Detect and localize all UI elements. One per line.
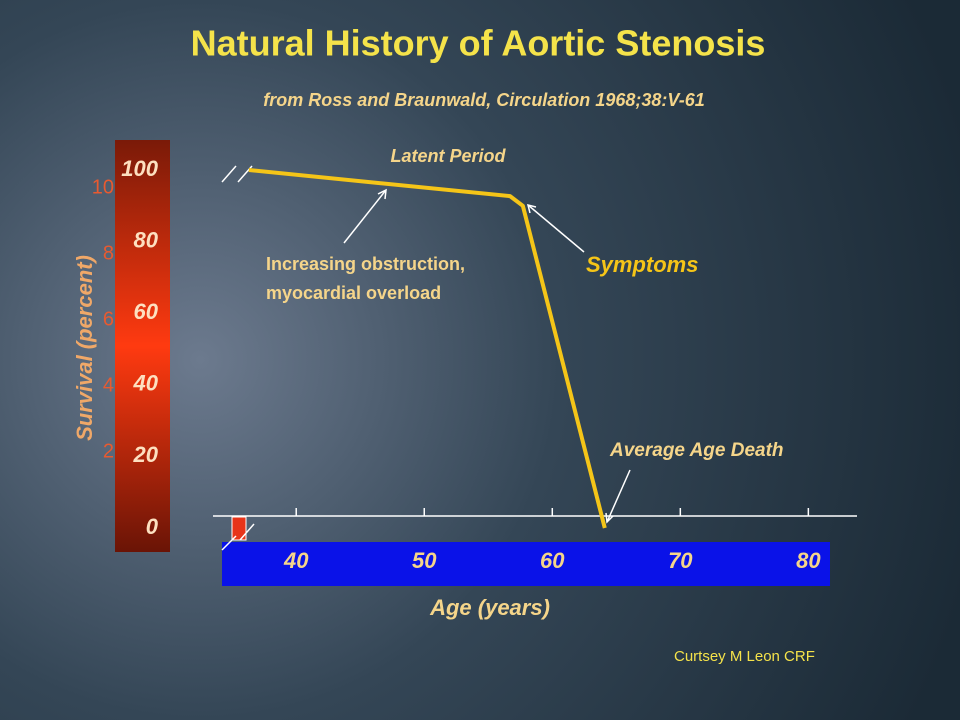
y-tick-label: 100	[121, 156, 158, 181]
chart-title: Natural History of Aortic Stenosis	[191, 23, 766, 64]
y-tick-label: 40	[133, 371, 159, 396]
arrows	[343, 188, 631, 524]
x-tick-label: 40	[283, 548, 309, 573]
y-tick-label: 0	[146, 514, 159, 539]
y-tick-label: 20	[133, 442, 159, 467]
y-tick-label: 80	[134, 227, 159, 252]
y2-tick-label: 10	[92, 176, 114, 198]
x-tick-label: 60	[540, 548, 565, 573]
credit: Curtsey M Leon CRF	[674, 648, 815, 665]
axis-break-box	[231, 516, 247, 541]
y2-tick-label: 4	[103, 374, 114, 396]
x-tick-label: 50	[412, 548, 437, 573]
annotation: Symptoms	[586, 252, 698, 277]
y2-tick-label: 2	[103, 440, 114, 462]
annotation: Latent Period	[390, 146, 506, 166]
survival-line	[248, 168, 607, 529]
x-axis-label: Age (years)	[429, 595, 550, 620]
y2-tick-label: 8	[103, 242, 114, 264]
x-axis-bar	[222, 542, 830, 586]
annotation: myocardial overload	[266, 283, 441, 303]
y2-tick-label: 6	[103, 308, 114, 330]
chart-subtitle: from Ross and Braunwald, Circulation 196…	[263, 90, 704, 110]
y-tick-label: 60	[134, 299, 159, 324]
x-tick-label: 80	[796, 548, 821, 573]
x-tick-label: 70	[668, 548, 693, 573]
y-axis-bar	[115, 140, 170, 552]
annotation: Average Age Death	[609, 440, 784, 461]
y-axis-label: Survival (percent)	[72, 255, 97, 441]
annotation: Increasing obstruction,	[266, 254, 465, 274]
